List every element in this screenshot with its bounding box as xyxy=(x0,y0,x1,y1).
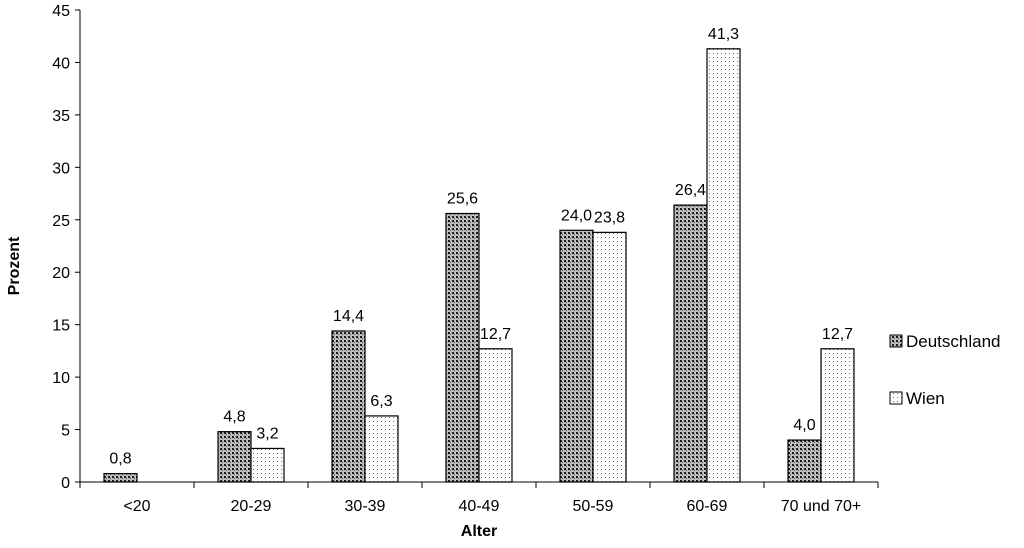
y-tick-label: 15 xyxy=(52,318,70,335)
y-tick-label: 45 xyxy=(52,3,70,20)
y-tick-label: 10 xyxy=(52,370,70,387)
bar-deutschland xyxy=(103,473,138,483)
x-tick-label: 50-59 xyxy=(573,498,614,515)
x-tick-label: 30-39 xyxy=(345,498,386,515)
bars xyxy=(103,48,855,483)
x-tick-label: <20 xyxy=(123,498,150,515)
y-axis-title: Prozent xyxy=(6,236,23,295)
x-axis: <20 20-29 30-39 40-49 50-59 60-69 70 und 70+ xyxy=(79,481,879,515)
data-labels: 0,8 4,8 14,4 25,6 24,0 26,4 4,0 3,2 6,3 12,7 23,8 4… xyxy=(109,26,853,468)
data-label-deutschland: 4,8 xyxy=(223,409,245,426)
legend-item-deutschland: Deutschland xyxy=(889,332,1001,351)
data-label-deutschland: 0,8 xyxy=(109,451,131,468)
legend-swatch-deutschland xyxy=(889,334,903,348)
bar-deutschland xyxy=(559,229,594,483)
data-label-wien: 3,2 xyxy=(256,425,278,442)
bar-wien xyxy=(592,231,627,483)
bar-wien xyxy=(820,348,855,483)
data-label-wien: 12,7 xyxy=(480,326,511,343)
data-label-wien: 41,3 xyxy=(708,26,739,43)
legend: Deutschland Wien xyxy=(889,332,1001,408)
legend-swatch-wien xyxy=(889,391,903,405)
data-label-wien: 23,8 xyxy=(594,209,625,226)
bar-deutschland xyxy=(331,330,366,483)
y-tick-label: 25 xyxy=(52,213,70,230)
x-tick-label: 20-29 xyxy=(231,498,272,515)
data-label-deutschland: 25,6 xyxy=(447,190,478,207)
data-label-deutschland: 26,4 xyxy=(675,182,706,199)
legend-label-wien: Wien xyxy=(906,389,945,408)
data-label-deutschland: 4,0 xyxy=(793,417,815,434)
x-tick-label: 40-49 xyxy=(459,498,500,515)
legend-label-deutschland: Deutschland xyxy=(906,332,1001,351)
data-label-deutschland: 14,4 xyxy=(333,308,364,325)
bar-deutschland xyxy=(673,204,708,483)
x-axis-title: Alter xyxy=(461,523,497,540)
data-label-deutschland: 24,0 xyxy=(561,207,592,224)
y-tick-label: 0 xyxy=(61,475,70,492)
y-axis: 0 5 10 15 20 25 30 35 40 45 xyxy=(52,3,81,492)
bar-deutschland xyxy=(445,212,480,483)
bar-deutschland xyxy=(787,439,822,483)
y-tick-label: 30 xyxy=(52,160,70,177)
y-tick-label: 5 xyxy=(61,423,70,440)
data-label-wien: 6,3 xyxy=(370,393,392,410)
y-tick-label: 20 xyxy=(52,265,70,282)
bar-wien xyxy=(364,415,399,483)
bar-wien xyxy=(478,348,513,483)
x-tick-label: 70 und 70+ xyxy=(781,498,862,515)
bar-wien xyxy=(250,447,285,483)
y-tick-label: 40 xyxy=(52,55,70,72)
legend-item-wien: Wien xyxy=(889,389,945,408)
x-tick-label: 60-69 xyxy=(687,498,728,515)
data-label-wien: 12,7 xyxy=(822,326,853,343)
y-tick-label: 35 xyxy=(52,108,70,125)
bar-wien xyxy=(706,48,741,483)
bar-deutschland xyxy=(217,431,252,483)
